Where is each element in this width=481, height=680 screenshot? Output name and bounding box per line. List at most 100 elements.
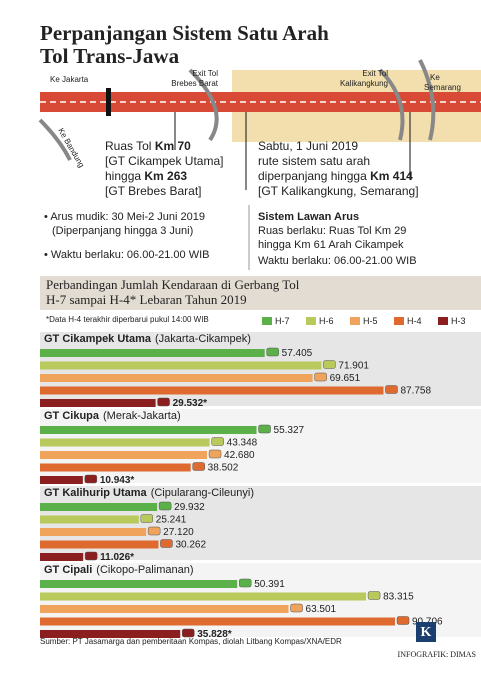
bar bbox=[40, 592, 367, 601]
car bbox=[147, 526, 161, 536]
value-label: 42.680 bbox=[224, 450, 255, 461]
value-label: 30.262 bbox=[175, 540, 206, 551]
info-text: Km 70 bbox=[155, 139, 191, 153]
bar bbox=[40, 463, 191, 472]
value-label: 35.828* bbox=[197, 629, 232, 640]
map-label: Ke bbox=[430, 73, 440, 82]
bar bbox=[40, 374, 313, 382]
car bbox=[266, 347, 279, 357]
logo bbox=[416, 622, 436, 642]
car bbox=[396, 616, 410, 625]
car bbox=[84, 474, 98, 484]
info-text: [GT Cikampek Utama] bbox=[105, 154, 223, 168]
bar bbox=[40, 438, 210, 447]
bar bbox=[40, 528, 147, 536]
car bbox=[158, 501, 172, 511]
map-label: Exit Tol bbox=[362, 69, 388, 78]
bar-chart: H-7 H-6 H-5 H-4 H-3 GT Cikampek Utama (Jakarta… bbox=[40, 316, 481, 640]
contraflow-text: Waktu berlaku: 06.00-21.00 WIB bbox=[258, 255, 417, 267]
category-label: GT Cipali (Cikopo-Palimanan) bbox=[44, 564, 194, 576]
category-route: (Cikopo-Palimanan) bbox=[96, 564, 193, 576]
legend-label: H-3 bbox=[451, 316, 466, 326]
chart-note: *Data H-4 terakhir diperbarui pukul 14:0… bbox=[46, 315, 209, 324]
map: Ke Jakarta Exit Tol Brebes Barat Exit To… bbox=[38, 59, 481, 190]
car bbox=[258, 424, 271, 434]
legend-swatch bbox=[262, 317, 272, 325]
bar bbox=[40, 399, 156, 407]
car bbox=[385, 385, 398, 394]
bar bbox=[40, 361, 322, 370]
bar bbox=[40, 476, 83, 484]
legend-label: H-6 bbox=[319, 316, 334, 326]
car bbox=[160, 539, 173, 548]
map-label: Exit Tol bbox=[192, 69, 218, 78]
value-label: 83.315 bbox=[383, 592, 414, 603]
map-label: Semarang bbox=[424, 83, 461, 92]
contraflow-text: hingga Km 61 Arah Cikampek bbox=[258, 239, 404, 251]
logo-text: K bbox=[421, 625, 432, 640]
legend-label: H-4 bbox=[407, 316, 422, 326]
category-label: GT Kalihurip Utama (Cipularang-Cileunyi) bbox=[44, 487, 254, 499]
value-label: 11.026* bbox=[100, 552, 134, 563]
car bbox=[290, 603, 303, 613]
bar bbox=[40, 515, 139, 524]
legend-swatch bbox=[306, 317, 316, 325]
value-label: 43.348 bbox=[227, 438, 258, 449]
info-text: hingga Km 263 bbox=[105, 169, 187, 183]
info-text: hingga bbox=[105, 169, 144, 183]
category-route: (Jakarta-Cikampek) bbox=[155, 333, 251, 345]
map-label: Brebes Barat bbox=[171, 79, 218, 88]
car bbox=[238, 578, 252, 588]
credit: INFOGRAFIK: DIMAS bbox=[398, 650, 476, 659]
car bbox=[84, 551, 98, 561]
value-label: 63.501 bbox=[306, 604, 337, 615]
value-label: 87.758 bbox=[400, 386, 431, 397]
value-label: 57.405 bbox=[282, 348, 313, 359]
gate bbox=[106, 88, 111, 116]
value-label: 25.241 bbox=[156, 515, 187, 526]
legend-swatch bbox=[438, 317, 448, 325]
info-text: Km 263 bbox=[144, 169, 187, 183]
info-text: Km 414 bbox=[370, 169, 413, 183]
map-label: Kalikangkung bbox=[340, 79, 388, 88]
car bbox=[208, 449, 222, 459]
car bbox=[314, 372, 327, 382]
bar bbox=[40, 630, 181, 638]
category-name: GT Cikampek Utama bbox=[44, 333, 152, 345]
info-text: Ruas Tol Km 70 bbox=[105, 139, 191, 153]
bar bbox=[40, 553, 84, 561]
value-label: 69.651 bbox=[330, 373, 361, 384]
info-text: diperpanjang hingga Km 414 bbox=[258, 169, 413, 183]
value-label: 71.901 bbox=[338, 361, 369, 372]
bar bbox=[40, 617, 395, 626]
chart-title-bg bbox=[40, 276, 481, 310]
value-label: 38.502 bbox=[208, 463, 239, 474]
bar bbox=[40, 386, 384, 395]
category-route: (Cipularang-Cileunyi) bbox=[151, 487, 254, 499]
source: Sumber: PT Jasamarga dan pemberitaan Kom… bbox=[40, 637, 342, 646]
value-label: 10.943* bbox=[100, 475, 135, 486]
info: Ruas Tol Km 70 [GT Cikampek Utama] hingg… bbox=[44, 139, 419, 270]
bullet-text: Arus mudik: 30 Mei-2 Juni 2019 bbox=[50, 211, 205, 223]
car bbox=[367, 591, 381, 600]
legend-label: H-7 bbox=[275, 316, 290, 326]
value-label: 27.120 bbox=[163, 527, 194, 538]
car bbox=[323, 360, 336, 369]
info-text: diperpanjang hingga bbox=[258, 169, 370, 183]
bullet: • Waktu berlaku: 06.00-21.00 WIB bbox=[44, 249, 209, 261]
car bbox=[192, 462, 205, 471]
map-label: Ke Jakarta bbox=[50, 75, 89, 84]
category-name: GT Cikupa bbox=[44, 410, 100, 422]
contraflow-title: Sistem Lawan Arus bbox=[258, 211, 359, 223]
info-text: [GT Kalikangkung, Semarang] bbox=[258, 184, 419, 198]
title: Tol Trans-Jawa bbox=[40, 44, 180, 68]
category-label: GT Cikampek Utama (Jakarta-Cikampek) bbox=[44, 333, 251, 345]
bar bbox=[40, 503, 158, 511]
info-text: Ruas Tol bbox=[105, 139, 155, 153]
bullet: • Arus mudik: 30 Mei-2 Juni 2019 bbox=[44, 211, 205, 223]
side-road bbox=[38, 59, 436, 161]
value-label: 29.532* bbox=[173, 398, 208, 409]
car bbox=[140, 514, 154, 523]
value-label: 29.932 bbox=[174, 502, 205, 513]
